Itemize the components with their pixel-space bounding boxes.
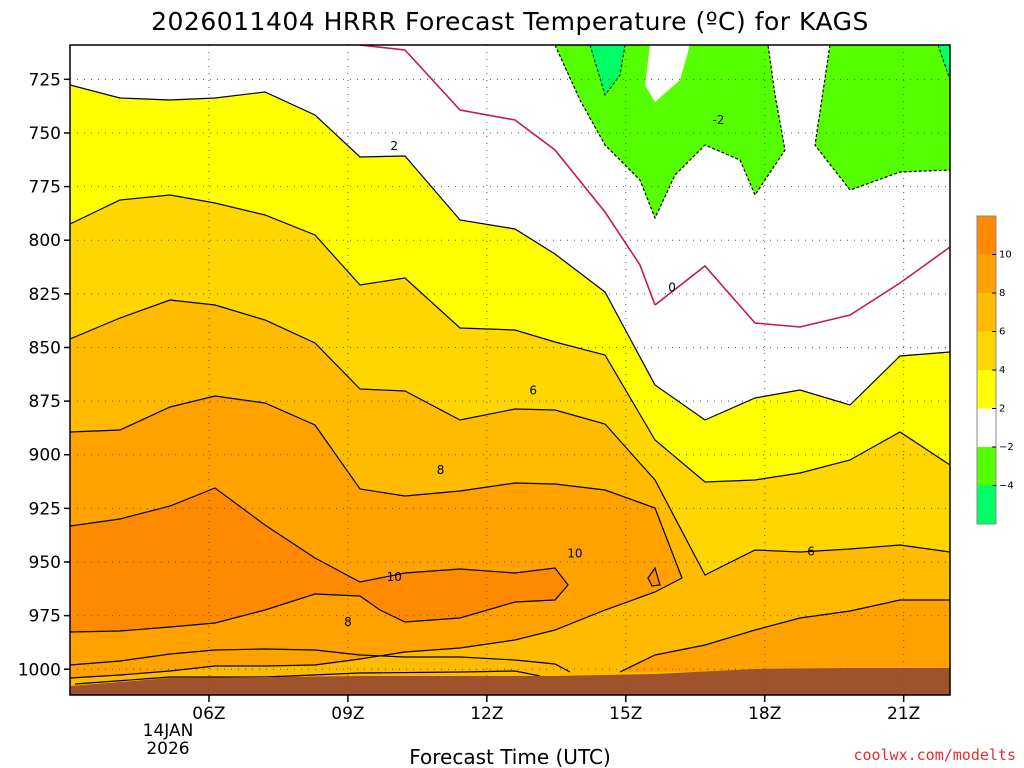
band-minus4-to-minus2 [554, 45, 786, 220]
band-minus2-pocket [645, 45, 690, 102]
y-tick-label: 900 [29, 446, 61, 466]
x-tick-label: 18Z [748, 704, 781, 724]
colorbar-label-2: 6 [999, 327, 1005, 338]
y-tick-label: 775 [29, 178, 61, 198]
band-minus4-to-minus2-right [814, 45, 950, 191]
y-tick-label: 950 [29, 553, 61, 573]
y-tick-label: 825 [29, 285, 61, 305]
contour-4 [70, 194, 950, 483]
colorbar-swatch-2 [977, 293, 996, 332]
contour-8 [70, 395, 683, 679]
x-axis-title: Forecast Time (UTC) [409, 745, 611, 768]
contour-0-upper [359, 45, 656, 306]
x-tick-label: 09Z [331, 704, 364, 724]
date-label-year: 2026 [146, 739, 189, 759]
contour-label-7: 8 [344, 615, 352, 629]
contour-zero [359, 45, 950, 328]
contour-label-1: -2 [712, 113, 724, 127]
colorbar-swatch-4 [977, 370, 996, 409]
contour-label-6: 10 [387, 570, 402, 584]
colorbar-label-3: 4 [999, 365, 1005, 376]
colorbar-swatch-7 [977, 485, 996, 524]
y-tick-label: 875 [29, 392, 61, 412]
contour-label-4: 8 [437, 463, 445, 477]
y-tick-label: 750 [29, 124, 61, 144]
band-minus2-pocket-2 [775, 45, 820, 140]
contour-label-2: 0 [668, 280, 676, 294]
contour-label-3: 6 [529, 383, 537, 397]
x-tick-label: 06Z [192, 704, 225, 724]
x-tick-label: 15Z [609, 704, 642, 724]
colorbar: 10 8 6 4 2 −2 −4 [976, 215, 1014, 525]
x-axis: 06Z 09Z 12Z 15Z 18Z 21Z [192, 695, 920, 724]
colorbar-swatch-0 [977, 216, 996, 255]
x-tick-label: 21Z [887, 704, 920, 724]
colorbar-label-1: 8 [999, 288, 1005, 299]
band-below-minus4-right [937, 45, 950, 81]
contour-ground-near [70, 648, 571, 673]
contour-6 [70, 299, 950, 576]
y-tick-label: 850 [29, 338, 61, 358]
band-above-10-small [648, 568, 660, 586]
contour-label-8: 6 [807, 544, 815, 558]
colorbar-swatch-6 [977, 447, 996, 486]
plot-frame [69, 44, 951, 696]
contour-2 [70, 84, 950, 421]
y-axis: 725 750 775 800 825 850 875 900 925 950 975 1000 [18, 70, 70, 680]
contour-0-lower [654, 246, 950, 328]
x-tick-label: 12Z [470, 704, 503, 724]
colorbar-swatch-3 [977, 331, 996, 370]
colorbar-label-6: −4 [999, 481, 1014, 492]
date-label-day: 14JAN [143, 721, 194, 741]
contour-ground-2 [74, 670, 541, 685]
y-tick-label: 975 [29, 607, 61, 627]
y-tick-label: 925 [29, 499, 61, 519]
colorbar-swatch-1 [977, 254, 996, 293]
colorbar-label-0: 10 [999, 250, 1012, 261]
y-tick-label: 1000 [18, 660, 61, 680]
band-8-to-10-lower [620, 600, 950, 672]
plot-area: 2 -2 0 6 8 10 10 8 6 [70, 45, 950, 695]
watermark: coolwx.com/modelts [853, 746, 1016, 764]
chart-title: 2026011404 HRRR Forecast Temperature (ºC… [151, 7, 869, 36]
colorbar-label-5: −2 [999, 442, 1014, 453]
contour-8-lower [619, 599, 950, 673]
contour-label-5: 10 [567, 546, 582, 560]
band-above-10 [70, 488, 568, 632]
ground [70, 668, 950, 695]
contour-labels: 2 -2 0 6 8 10 10 8 6 [344, 113, 815, 629]
colorbar-swatch-5 [977, 408, 996, 447]
contour-label-0: 2 [390, 139, 398, 153]
band-below-minus4 [589, 45, 626, 97]
y-tick-label: 800 [29, 231, 61, 251]
colorbar-label-4: 2 [999, 404, 1005, 415]
contour-10 [70, 487, 569, 633]
y-tick-label: 725 [29, 70, 61, 90]
contour-lines [70, 84, 950, 685]
contour-10-small [647, 566, 661, 587]
